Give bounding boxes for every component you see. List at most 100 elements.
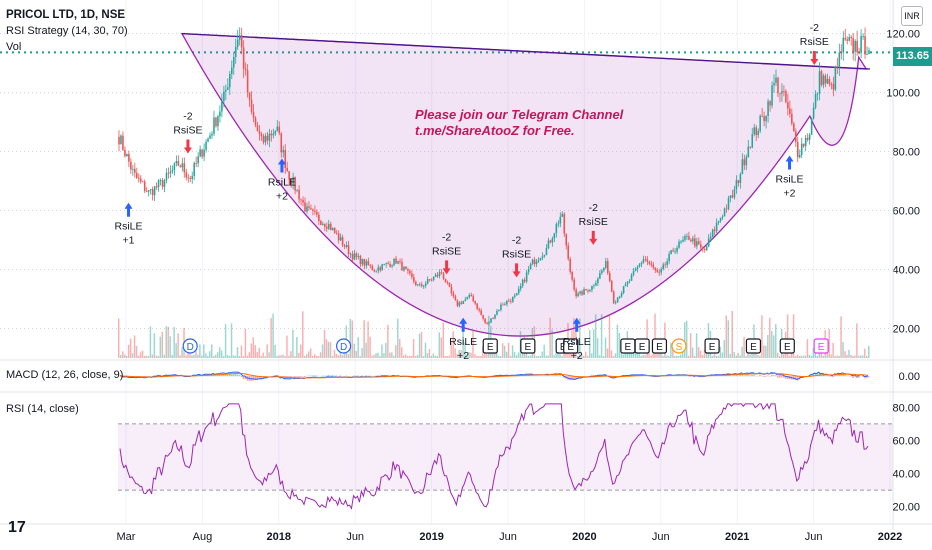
candle-body	[209, 135, 211, 139]
volume-bar	[773, 335, 775, 358]
dividend-marker-shape	[336, 338, 352, 354]
macd-histogram-bar	[687, 376, 690, 377]
candle-body	[337, 233, 340, 241]
legend-symbol[interactable]: PRICOL LTD, 1D, NSE	[6, 8, 125, 22]
candle-body	[262, 136, 265, 143]
macd-histogram-bar	[733, 375, 736, 377]
candle-body	[628, 280, 631, 282]
candle-body	[504, 304, 506, 306]
volume-bar	[205, 353, 207, 358]
candle-body	[686, 236, 688, 237]
volume-bar	[284, 355, 286, 358]
candle-body	[432, 276, 435, 280]
macd-histogram-bar	[674, 375, 676, 377]
macd-histogram-bar	[300, 376, 302, 377]
cup-and-handle-drawing[interactable]	[180, 32, 871, 337]
candle-body	[472, 296, 475, 302]
macd-histogram-bar	[220, 374, 223, 377]
strategy-signals: RsiLE +1 -2 RsiSE RsiLE +2 -2 RsiSE RsiLE +2 -2 Rsi…	[115, 22, 829, 362]
volume-bar	[620, 352, 623, 358]
candle-body	[664, 264, 666, 266]
macd-histogram-bar	[571, 376, 573, 381]
volume-bar	[731, 311, 733, 358]
split-marker: S	[676, 342, 683, 353]
legend-rsi[interactable]: RSI (14, close)	[6, 402, 79, 416]
candle-body	[122, 135, 124, 150]
candle-body	[642, 259, 645, 263]
candle-body	[349, 253, 352, 255]
candle-body	[419, 284, 421, 286]
candle-body	[860, 36, 862, 54]
candle-body	[205, 141, 207, 150]
currency-button[interactable]: INR	[901, 6, 923, 26]
volume-bar	[306, 354, 308, 358]
candle-body	[355, 253, 358, 257]
volume-bar	[638, 352, 640, 358]
time-axis-tick: Aug	[193, 531, 213, 543]
volume-bar	[155, 355, 158, 358]
volume-bar	[606, 348, 609, 358]
candle-body	[413, 277, 415, 282]
candle-body	[474, 301, 476, 304]
event-markers[interactable]: DDEEEEEEEEEESE	[182, 338, 829, 354]
time-axis-tick: Jun	[346, 531, 364, 543]
volume-bar	[687, 355, 690, 358]
candle-body	[270, 133, 273, 136]
macd-histogram-bar	[331, 375, 334, 377]
volume-bar	[131, 353, 134, 358]
volume-bar	[492, 350, 494, 358]
legend-strategy[interactable]: RSI Strategy (14, 30, 70)	[6, 24, 128, 38]
volume-bar	[448, 355, 450, 358]
signal-label: RsiLE	[776, 174, 804, 186]
candle-body	[407, 269, 409, 271]
volume-bar	[248, 352, 251, 358]
volume-bar	[351, 320, 353, 358]
volume-bar	[268, 352, 270, 358]
volume-bar	[735, 355, 737, 358]
candle-body	[672, 250, 674, 252]
volume-bar	[501, 343, 504, 358]
volume-bar	[418, 333, 421, 358]
macd-histogram-bar	[323, 375, 326, 377]
candle-body	[802, 143, 805, 147]
volume-bar	[499, 355, 502, 358]
macd-histogram-bar	[173, 374, 175, 377]
volume-bar	[157, 355, 160, 358]
macd-histogram-bar	[141, 376, 144, 377]
macd-histogram-bar	[211, 375, 213, 377]
legend-volume[interactable]: Vol	[6, 40, 21, 54]
candle-body	[151, 189, 154, 196]
macd-histogram-bar	[311, 375, 314, 377]
macd-histogram-bar	[577, 376, 579, 379]
candle-body	[796, 141, 799, 158]
volume-bar	[474, 354, 476, 358]
candle-body	[638, 264, 641, 267]
candle-body	[403, 266, 405, 271]
tradingview-logo[interactable]: 17	[8, 519, 26, 536]
buy-arrow	[572, 317, 581, 332]
volume-bar	[581, 354, 583, 358]
candle-body	[836, 66, 839, 68]
candle-body	[506, 300, 508, 305]
macd-histogram-bar	[563, 376, 565, 378]
legend-macd[interactable]: MACD (12, 26, close, 9)	[6, 368, 123, 382]
candle-body	[417, 284, 419, 286]
candle-body	[798, 154, 801, 158]
volume-bar	[444, 355, 447, 358]
candle-body	[579, 291, 581, 294]
candle-body	[761, 115, 763, 117]
candle-body	[179, 165, 182, 168]
volume-bar	[234, 355, 237, 358]
macd-histogram-bar	[292, 376, 294, 377]
macd-pane	[119, 371, 870, 381]
candle-body	[428, 279, 431, 280]
volume-bar	[153, 333, 156, 358]
candle-body	[777, 77, 779, 94]
volume-bar	[804, 355, 807, 358]
candle-body	[405, 266, 407, 270]
volume-bar	[539, 355, 541, 358]
candle-body	[371, 265, 374, 271]
earnings-marker-shape	[482, 338, 498, 354]
macd-histogram-bar	[796, 376, 799, 381]
